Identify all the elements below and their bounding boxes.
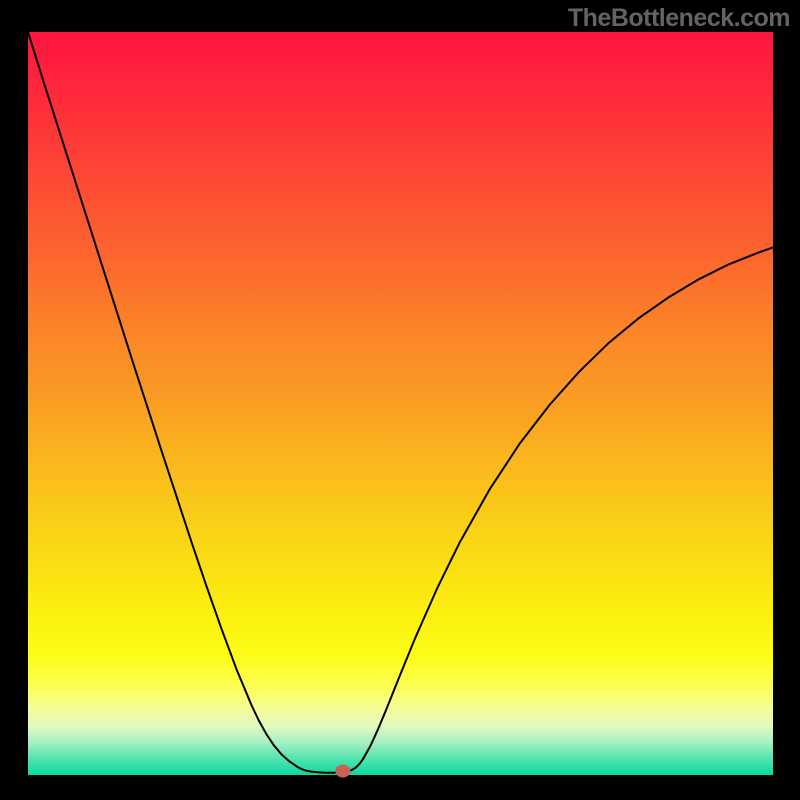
watermark-text: TheBottleneck.com [568, 4, 790, 33]
plot-area [28, 32, 773, 775]
bottleneck-curve [28, 32, 773, 773]
chart-container: { "watermark": { "text": "TheBottleneck.… [0, 0, 800, 800]
curve-svg [28, 32, 773, 775]
optimum-marker [335, 764, 350, 777]
